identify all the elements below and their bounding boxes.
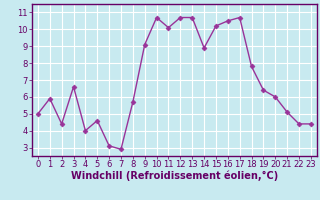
X-axis label: Windchill (Refroidissement éolien,°C): Windchill (Refroidissement éolien,°C) [71, 171, 278, 181]
